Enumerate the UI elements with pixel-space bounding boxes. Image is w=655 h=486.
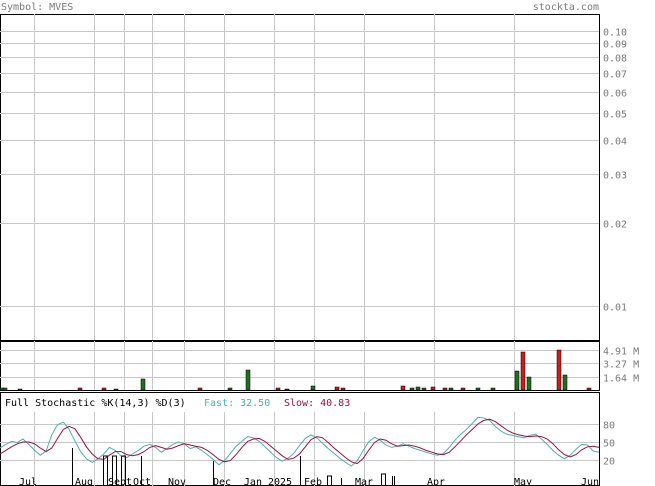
x-tick-label: Aug	[75, 477, 93, 486]
volume-bar	[556, 349, 562, 391]
x-tick-label: Apr	[427, 477, 445, 486]
x-tick-label: Jan 2025	[244, 477, 292, 486]
x-axis: Jul Aug Sept Oct Nov Dec Jan 2025 Feb Mar Apr May J…	[19, 477, 599, 486]
x-tick-label: Sept	[108, 477, 132, 486]
x-tick-label: Oct	[133, 477, 151, 486]
x-tick-label: Feb	[304, 477, 322, 486]
volume-tick-label: 3.27 M	[603, 360, 639, 371]
volume-bar	[409, 387, 415, 391]
volume-bar	[520, 351, 526, 391]
price-tick-label: 0.01	[603, 303, 627, 314]
stochastic-tick-label: 80	[603, 421, 615, 432]
volume-bar	[101, 387, 107, 391]
stochastic-panel: Full Stochastic %K(14,3) %D(3) Fast: 32.…	[0, 392, 615, 486]
symbol-label: Symbol: MVES	[1, 2, 73, 13]
stochastic-signal-marker	[327, 475, 332, 486]
volume-bar	[421, 387, 427, 391]
volume-bar	[415, 386, 421, 391]
volume-bar	[245, 369, 251, 391]
price-tick-label: 0.10	[603, 28, 627, 39]
price-tick-label: 0.02	[603, 220, 627, 231]
volume-bar	[113, 388, 119, 391]
volume-bar	[77, 387, 83, 391]
volume-bar	[340, 387, 346, 391]
volume-bar	[400, 385, 406, 391]
volume-bar	[460, 387, 466, 391]
price-tick-label: 0.07	[603, 70, 627, 81]
volume-bar	[475, 387, 481, 391]
price-frame	[0, 14, 600, 341]
volume-bar	[334, 386, 340, 391]
x-tick-label: Mar	[355, 477, 373, 486]
x-tick-label: Nov	[168, 477, 186, 486]
volume-tick-label: 4.91 M	[603, 347, 639, 358]
volume-panel: 4.91 M 3.27 M 1.64 M	[0, 341, 639, 391]
price-tick-label: 0.06	[603, 89, 627, 100]
stochastic-title: Full Stochastic %K(14,3) %D(3)	[5, 398, 186, 409]
volume-bar	[140, 378, 146, 391]
volume-bar	[562, 374, 568, 391]
price-tick-label: 0.03	[603, 171, 627, 182]
x-tick-label: Jun	[581, 477, 599, 486]
stochastic-line-slow	[0, 418, 600, 465]
stochastic-signal-marker	[381, 473, 386, 486]
x-tick-label: May	[514, 477, 532, 486]
volume-bar	[526, 376, 532, 391]
volume-bar	[275, 387, 281, 391]
stochastic-line-fast	[0, 416, 600, 467]
stochastic-tick-label: 50	[603, 439, 615, 450]
volume-bar	[448, 387, 454, 391]
volume-bar	[442, 387, 448, 391]
volume-tick-label: 1.64 M	[603, 374, 639, 385]
price-tick-label: 0.04	[603, 137, 627, 148]
stochastic-fast-label: Fast: 32.50	[204, 398, 270, 409]
volume-frame	[0, 341, 600, 391]
price-tick-label: 0.09	[603, 40, 627, 51]
volume-bar	[586, 387, 592, 391]
stochastic-tick-label: 20	[603, 457, 615, 468]
volume-bar	[284, 388, 290, 391]
x-tick-label: Jul	[19, 477, 37, 486]
stochastic-signal-marker	[112, 455, 117, 486]
price-panel: 0.100.09 0.08 0.07 0.06 0.05 0.04 0.03 0.02 0.01	[0, 14, 627, 341]
price-tick-label: 0.08	[603, 54, 627, 65]
volume-bar	[430, 386, 436, 391]
stochastic-signal-marker	[121, 455, 126, 486]
volume-bar	[310, 385, 316, 391]
volume-bar	[197, 387, 203, 391]
volume-bar	[227, 387, 233, 391]
stochastic-signal-marker	[103, 455, 108, 486]
stochastic-slow-label: Slow: 40.83	[284, 398, 350, 409]
volume-bar	[514, 370, 520, 391]
volume-bar	[490, 387, 496, 391]
price-tick-label: 0.05	[603, 110, 627, 121]
x-tick-label: Dec	[213, 477, 231, 486]
volume-bar	[2, 387, 8, 391]
site-label: stockta.com	[533, 2, 599, 13]
volume-bar	[17, 388, 23, 391]
